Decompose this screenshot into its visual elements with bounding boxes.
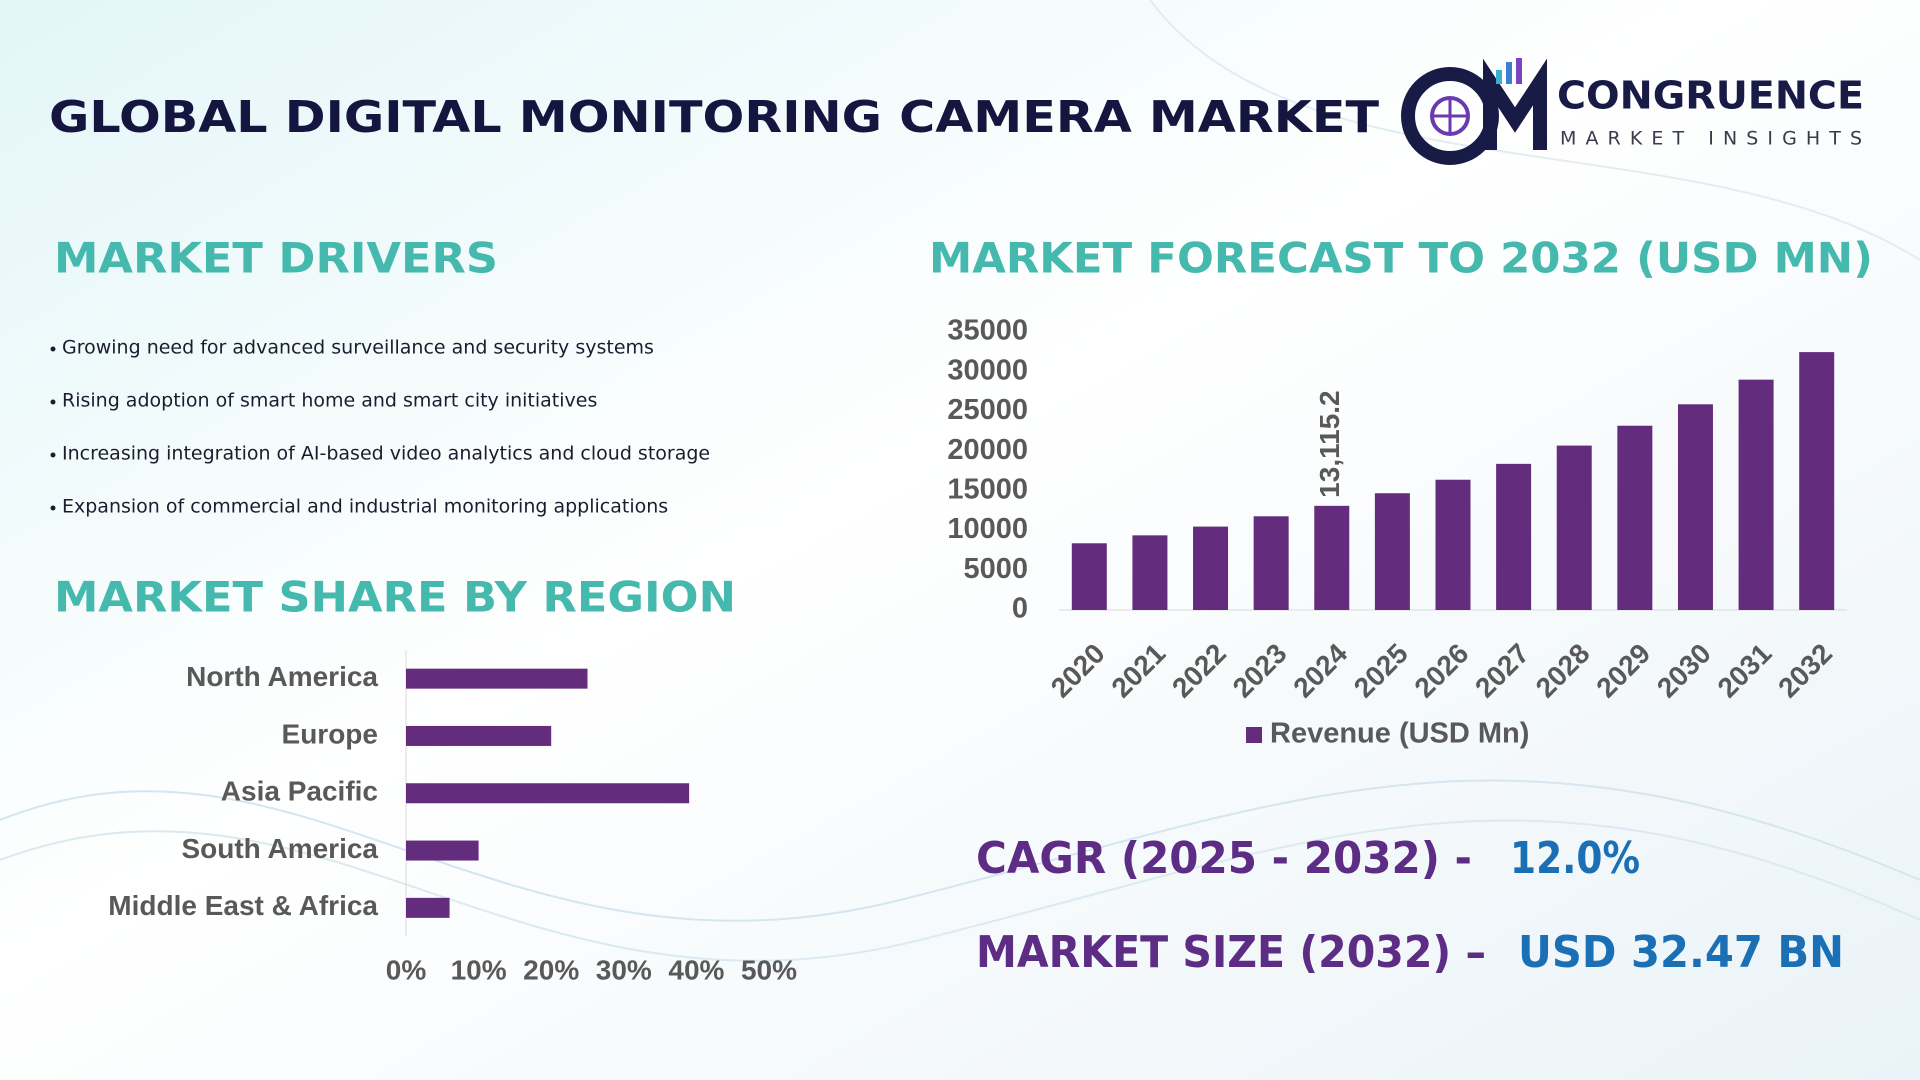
bar [1738,379,1774,610]
forecast-heading: MARKET FORECAST TO 2032 (USD MN) [929,234,1873,283]
bar [1314,505,1350,610]
data-label: 13,115.2 [1314,390,1345,497]
bullet [50,505,56,511]
bar [406,840,479,861]
bullet [50,452,56,458]
bar [406,897,450,918]
cagr-value: 12.0% [1510,833,1640,884]
y-tick-label: North America [186,661,378,692]
x-tick-label: 0% [386,954,427,985]
bullet [50,346,56,352]
y-tick-label: 30000 [947,354,1028,386]
driver-item: Increasing integration of AI-based video… [62,443,710,465]
size-label: MARKET SIZE (2032) – [976,927,1486,978]
bar [406,668,588,689]
bar [1496,463,1532,610]
x-tick-label: 10% [451,954,507,985]
bar [1132,535,1168,610]
cagr-label: CAGR (2025 - 2032) - [976,833,1472,884]
y-tick-label: 0 [1012,593,1028,625]
driver-item: Rising adoption of smart home and smart … [62,390,597,412]
bar [1435,479,1471,610]
x-tick-label: 50% [741,954,797,985]
logo-tagline: MARKET INSIGHTS [1560,128,1862,150]
logo-name: CONGRUENCE [1557,74,1864,118]
page-title: GLOBAL DIGITAL MONITORING CAMERA MARKET [49,92,1379,143]
x-tick-label: 20% [523,954,579,985]
y-tick-label: 35000 [947,315,1028,347]
bar [1071,543,1107,610]
y-tick-label: South America [181,833,378,864]
y-tick-label: 10000 [947,513,1028,545]
bar [1193,526,1229,610]
driver-item: Expansion of commercial and industrial m… [62,496,668,518]
bullet [50,399,56,405]
size-value: USD 32.47 BN [1518,927,1844,978]
x-tick-label: 30% [596,954,652,985]
drivers-heading: MARKET DRIVERS [54,234,498,283]
y-tick-label: Asia Pacific [221,776,378,807]
y-tick-label: Europe [282,718,378,749]
logo [1401,58,1547,165]
region-heading: MARKET SHARE BY REGION [54,573,736,622]
driver-item: Growing need for advanced surveillance a… [62,337,654,359]
bar [1677,404,1713,610]
legend-swatch [1246,727,1262,743]
legend-label: Revenue (USD Mn) [1270,718,1529,750]
bar [1617,425,1653,610]
bar [1253,516,1289,610]
bar [1799,352,1835,610]
bar [406,725,552,746]
y-tick-label: Middle East & Africa [108,890,378,921]
decor-wave [0,779,1920,922]
y-tick-label: 15000 [947,474,1028,506]
bar [1556,445,1592,610]
decor-wave [1149,0,1920,261]
y-tick-label: 20000 [947,434,1028,466]
y-tick-label: 25000 [947,394,1028,426]
x-tick-label: 40% [668,954,724,985]
y-tick-label: 5000 [963,553,1028,585]
decor-wave [0,819,1920,962]
bar [406,783,690,804]
bar [1374,493,1410,610]
